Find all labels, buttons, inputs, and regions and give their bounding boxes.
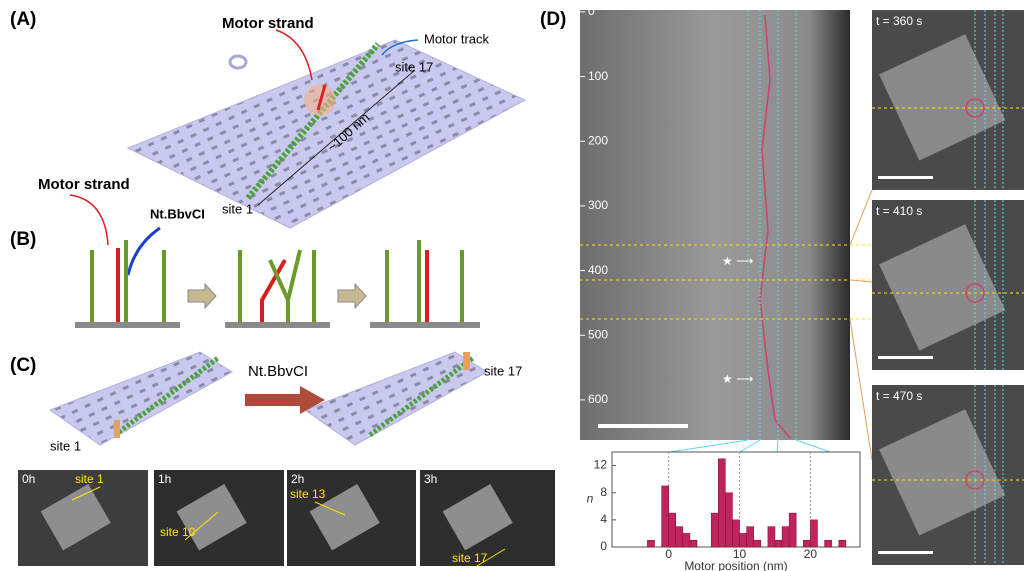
frame-site: site 10 <box>160 525 196 539</box>
step-arrow <box>338 284 366 308</box>
snapshot-time: t = 360 s <box>876 14 922 28</box>
step-arrow <box>188 284 216 308</box>
bar <box>711 513 718 547</box>
label: site 17 <box>395 59 433 74</box>
pointer <box>276 30 312 80</box>
pointer <box>128 228 160 275</box>
x-tick-label: 0 <box>665 547 672 561</box>
origami-loop <box>230 56 246 68</box>
panel-label: (A) <box>10 9 36 30</box>
y-tick-label: 8 <box>600 485 607 499</box>
frame-site: site 1 <box>75 472 104 486</box>
x-axis-label: Motor position (nm) <box>684 559 787 571</box>
scale-bar <box>878 551 933 554</box>
bar <box>740 533 747 547</box>
star: ★ ⟶ <box>722 372 753 386</box>
scale-bar <box>598 424 688 428</box>
label: Motor strand <box>38 176 130 193</box>
panel-label: (B) <box>10 229 36 250</box>
label: Nt.BbvCI <box>150 206 205 221</box>
bar <box>825 540 832 547</box>
y-tick-label: 200 <box>588 133 608 147</box>
label: site 17 <box>484 363 522 378</box>
star: ★ ⟶ <box>722 254 753 268</box>
frame-time: 2h <box>291 472 304 486</box>
bar <box>676 527 683 547</box>
motor <box>463 352 470 370</box>
scale-bar <box>878 176 933 179</box>
origami-sheet <box>305 352 487 445</box>
bar <box>662 486 669 547</box>
connectors <box>850 190 872 460</box>
motor <box>114 420 120 438</box>
bar <box>690 540 697 547</box>
bar <box>669 513 676 547</box>
y-axis-label: n <box>587 492 594 506</box>
y-tick-label: 12 <box>594 458 608 472</box>
bar <box>747 527 754 547</box>
figure: (A) Motor strand Motor track site 17 ~10… <box>0 0 1024 571</box>
scale-bar <box>878 356 933 359</box>
y-tick-label: 0 <box>588 4 595 18</box>
label: Motor track <box>424 31 490 46</box>
bar <box>754 540 761 547</box>
label: site 1 <box>222 201 253 216</box>
y-tick-label: 4 <box>600 512 607 526</box>
kymograph <box>580 10 850 440</box>
label: site 1 <box>50 438 81 453</box>
bar <box>647 540 654 547</box>
bar <box>789 513 796 547</box>
x-tick-label: 20 <box>804 547 818 561</box>
bar <box>768 527 775 547</box>
bar <box>810 520 817 547</box>
y-tick-label: 300 <box>588 198 608 212</box>
bar <box>803 540 810 547</box>
origami-sheet <box>128 40 525 228</box>
y-tick-label: 600 <box>588 392 608 406</box>
frame-site: site 13 <box>290 487 326 501</box>
y-tick-label: 400 <box>588 263 608 277</box>
panel-label: (D) <box>540 9 566 30</box>
label: Motor strand <box>222 15 314 32</box>
frame-time: 3h <box>424 472 437 486</box>
bar <box>683 533 690 547</box>
snapshot-time: t = 470 s <box>876 389 922 403</box>
y-tick-label: 500 <box>588 327 608 341</box>
bar <box>839 540 846 547</box>
pointer <box>70 195 108 245</box>
bar <box>718 459 725 547</box>
frame-time: 1h <box>158 472 171 486</box>
bar <box>732 520 739 547</box>
bar <box>775 540 782 547</box>
y-tick-label: 0 <box>600 539 607 553</box>
y-tick-label: 100 <box>588 69 608 83</box>
label: Nt.BbvCI <box>248 363 308 380</box>
snapshot-time: t = 410 s <box>876 204 922 218</box>
origami-sheet <box>50 352 232 445</box>
frame-time: 0h <box>22 472 35 486</box>
bar <box>782 527 789 547</box>
panel-label: (C) <box>10 355 36 376</box>
bar <box>725 493 732 547</box>
histogram-connectors <box>670 440 830 452</box>
